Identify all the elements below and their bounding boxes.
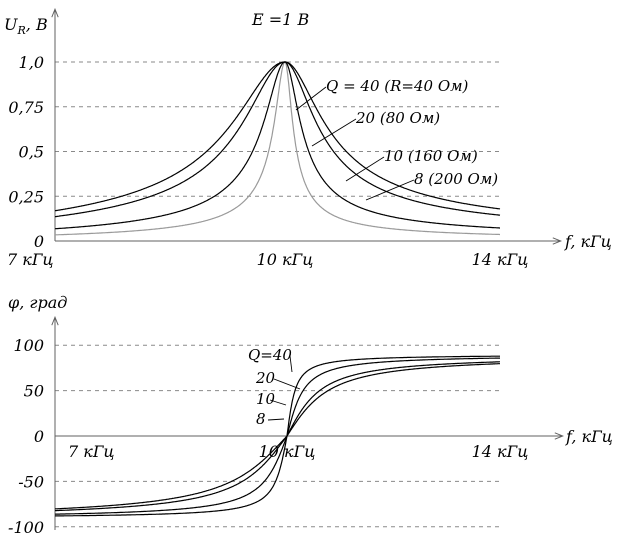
amplitude-annotation-q10: 10 (160 Ом) [384,147,478,165]
amplitude-y-tick-label: 1,0 [19,53,44,72]
amplitude-y-tick-label: 0,5 [19,143,44,162]
amplitude-curves [54,61,501,236]
amplitude-curve-q40 [54,61,500,236]
phase-y-tick-labels: 100 50 0 -50 -100 [8,336,44,537]
amplitude-curve-q20 [55,61,500,230]
amplitude-curve-q10 [54,61,501,218]
amplitude-annotation-q20: 20 (80 Ом) [355,109,440,127]
phase-annotation-q20: 20 [255,369,276,387]
phase-y-tick-label: 100 [13,336,44,355]
amplitude-x-tick-label: 14 кГц [472,250,529,269]
phase-curve-q10 [55,361,500,512]
phase-y-tick-label: -100 [8,518,44,537]
phase-y-tick-label: 50 [24,382,44,401]
phase-y-tick-label: -50 [18,472,44,491]
amplitude-x-axis-label: f, кГц [564,232,612,251]
amplitude-y-tick-label: 0,75 [8,98,44,117]
phase-leader-q10 [269,399,287,406]
phase-annotation-q8: 8 [256,410,266,428]
phase-gridlines [55,344,500,528]
amplitude-curve-q8 [54,61,501,212]
amplitude-y-tick-label: 0 [34,232,44,251]
amplitude-annotation-q40: Q = 40 (R=40 Ом) [326,77,469,95]
amplitude-annotation-q8: 8 (200 Ом) [414,170,498,188]
amplitude-x-tick-label: 7 кГц [7,250,54,269]
phase-chart: φ, град f, кГц 100 50 0 -50 -100 7 кГц 10 кГц… [8,293,613,537]
amplitude-chart-title: E =1 В [251,10,309,29]
phase-curve-q40 [55,355,500,517]
amplitude-x-tick-label: 10 кГц [257,250,314,269]
phase-curve-q8 [54,363,500,510]
amplitude-leader-q20 [311,118,357,147]
phase-leader-q20 [273,378,301,390]
phase-y-tick-label: 0 [34,427,44,446]
phase-leader-q40 [289,355,293,373]
amplitude-x-tick-labels: 7 кГц 10 кГц 14 кГц [7,250,528,269]
phase-x-tick-labels: 7 кГц 10 кГц 14 кГц [68,442,528,461]
amplitude-leader-q10 [345,156,385,182]
phase-leader-q8 [267,418,285,421]
amplitude-leader-q40 [295,86,327,111]
amplitude-gridlines [55,61,500,197]
amplitude-chart: UR, В E =1 В f, кГц 0 0,25 0,5 0,75 1,0 7 кГ… [4,10,612,269]
phase-annotation-q40: Q=40 [248,346,292,364]
phase-x-tick-label: 7 кГц [68,442,115,461]
phase-x-tick-label: 10 кГц [259,442,316,461]
amplitude-y-tick-labels: 0 0,25 0,5 0,75 1,0 [8,53,44,251]
phase-curves [54,355,500,517]
phase-x-tick-label: 14 кГц [472,442,529,461]
amplitude-leader-q8 [365,179,415,201]
phase-annotation-q10: 10 [256,390,276,408]
phase-curve-q20 [54,357,500,515]
phase-y-axis-label: φ, град [8,293,67,312]
phase-x-axis-label: f, кГц [565,427,613,446]
amplitude-y-axis-label: UR, В [4,15,48,37]
amplitude-y-tick-label: 0,25 [8,187,44,206]
